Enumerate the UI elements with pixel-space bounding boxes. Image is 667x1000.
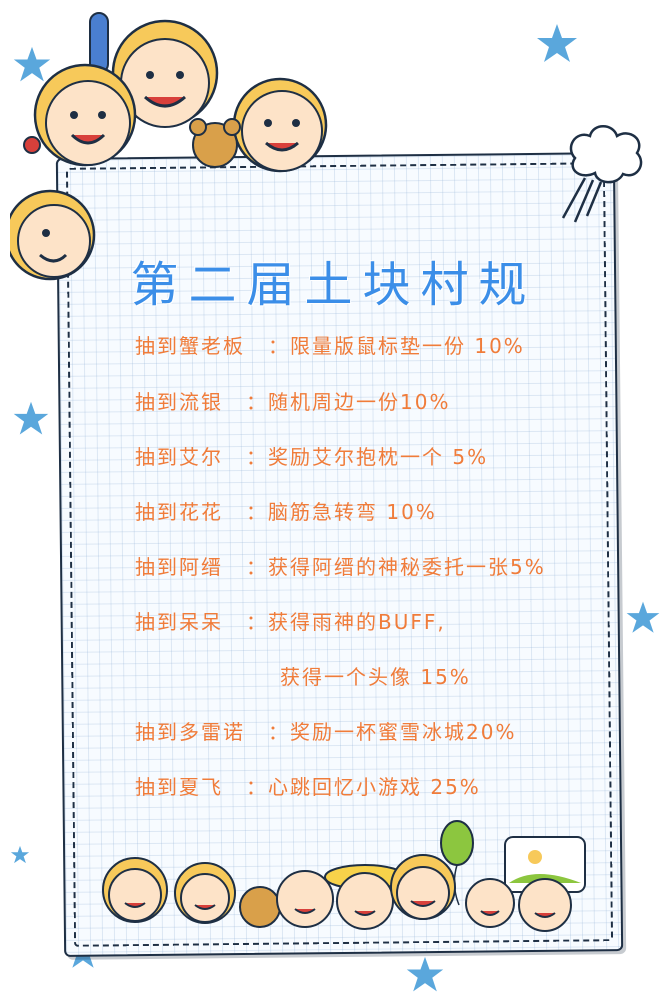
rule-name: 抽到蟹老板 — [135, 334, 245, 358]
kids-group-top — [10, 12, 328, 281]
kid-face-icon — [276, 870, 334, 928]
rule-prize: ：脑筋急转弯 10% — [246, 500, 437, 524]
kid-face-icon — [232, 77, 328, 173]
landscape-sign-icon — [504, 836, 586, 893]
rule-prize: ：奖励艾尔抱枕一个 5% — [246, 445, 489, 469]
kid-face-icon — [10, 189, 96, 281]
star-icon — [626, 601, 660, 633]
rule-name: 抽到夏飞 — [135, 775, 223, 799]
rule-name: 抽到多雷诺 — [135, 720, 245, 744]
rule-prize: ：心跳回忆小游戏 25% — [246, 775, 481, 799]
rule-name: 抽到艾尔 — [135, 445, 223, 469]
star-icon — [406, 956, 444, 992]
kid-face-icon — [102, 857, 168, 923]
kid-face-icon — [390, 854, 456, 920]
page-title: 第二届土块村规 — [130, 257, 537, 313]
star-icon — [13, 401, 49, 435]
rule-name: 抽到流银 — [135, 390, 223, 414]
kid-face-icon — [23, 63, 137, 167]
rule-prize: ：获得雨神的BUFF, — [246, 610, 446, 634]
rule-prize: ：随机周边一份10% — [246, 390, 451, 414]
rule-prize: ：获得阿缙的神秘委托一张5% — [246, 555, 546, 579]
rule-name: 抽到阿缙 — [135, 555, 223, 579]
star-icon — [13, 46, 51, 82]
rule-prize: 获得一个头像 15% — [280, 665, 471, 689]
cloud-burst-icon — [561, 125, 643, 223]
balloon-icon — [440, 820, 474, 906]
rule-prize: ：限量版鼠标垫一份 10% — [268, 334, 525, 358]
teddy-bear-icon — [189, 118, 241, 168]
teddy-bear-icon — [239, 886, 281, 928]
rule-prize: ：奖励一杯蜜雪冰城20% — [268, 720, 517, 744]
kids-group-bottom — [102, 820, 586, 932]
kid-face-icon — [174, 862, 236, 924]
kid-face-icon — [89, 12, 219, 128]
star-icon — [537, 24, 577, 62]
rule-name: 抽到花花 — [135, 500, 223, 524]
kid-face-icon — [324, 864, 406, 930]
kid-face-icon — [518, 878, 572, 932]
star-icon — [10, 845, 30, 864]
rule-name: 抽到呆呆 — [135, 610, 223, 634]
kid-face-icon — [465, 878, 515, 928]
